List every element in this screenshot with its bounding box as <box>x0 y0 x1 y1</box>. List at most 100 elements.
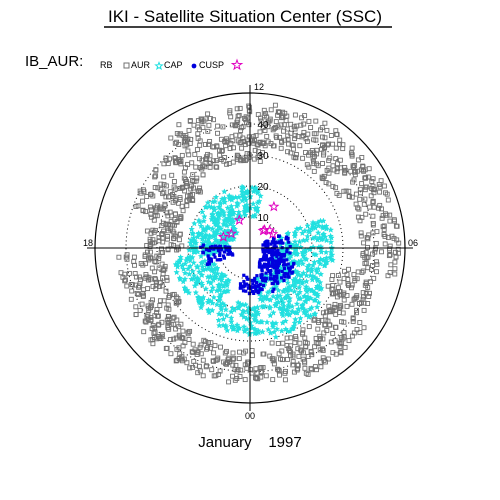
cusp-point <box>207 257 211 261</box>
cusp-point <box>217 258 221 262</box>
aur-point <box>373 246 378 252</box>
cap-point <box>185 270 193 277</box>
cusp-point <box>259 276 263 280</box>
aur-point <box>168 351 174 357</box>
aur-point <box>154 213 160 219</box>
aur-point <box>200 357 206 363</box>
cap-point <box>311 220 319 227</box>
aur-point <box>246 122 252 128</box>
aur-point <box>192 151 198 157</box>
aur-point <box>215 123 221 129</box>
aur-point <box>322 120 328 126</box>
aur-point <box>386 253 392 259</box>
cusp-point <box>282 266 286 271</box>
aur-point <box>190 364 196 370</box>
cap-point <box>303 256 310 263</box>
aur-point <box>271 361 277 367</box>
cap-point <box>190 234 197 241</box>
aur-point <box>363 280 369 286</box>
cap-point <box>244 187 251 195</box>
cap-point <box>199 263 206 270</box>
cap-point <box>201 213 208 220</box>
aur-point <box>359 181 365 187</box>
cap-point <box>193 278 201 285</box>
aur-point <box>161 189 167 195</box>
aur-point <box>350 318 356 324</box>
aur-point <box>148 192 153 197</box>
aur-point <box>220 124 226 130</box>
aur-point <box>317 336 323 342</box>
cap-point <box>309 287 316 294</box>
aur-point <box>254 370 260 376</box>
cap-point <box>303 236 311 243</box>
aur-point <box>217 368 223 374</box>
cap-point <box>181 260 189 267</box>
aur-point <box>185 148 191 154</box>
cap-point <box>189 267 197 275</box>
aur-point <box>163 222 169 228</box>
aur-point <box>255 142 261 148</box>
cap-point <box>210 269 218 276</box>
aur-point <box>387 246 393 252</box>
aur-point <box>182 139 188 145</box>
cap-point <box>257 295 264 303</box>
aur-point <box>133 312 139 318</box>
aur-point <box>246 103 252 109</box>
cap-point <box>180 265 187 273</box>
cap-point <box>177 253 184 261</box>
aur-point <box>189 160 195 166</box>
cusp-point <box>265 239 269 243</box>
cap-point <box>279 299 286 306</box>
cap-point <box>263 318 271 326</box>
aur-point <box>173 335 179 341</box>
aur-point <box>199 157 205 163</box>
aur-point <box>149 265 155 271</box>
cap-point <box>327 226 335 233</box>
aur-point <box>190 191 195 197</box>
aur-point <box>341 330 347 335</box>
cap-point <box>270 309 277 316</box>
cap-point <box>200 217 208 224</box>
aur-point <box>350 179 356 185</box>
cusp-point <box>228 250 232 254</box>
legend-aur-square-icon <box>123 62 130 69</box>
aur-point <box>380 213 386 219</box>
cusp-point <box>270 254 274 258</box>
aur-point <box>352 169 358 175</box>
mlt-label-bottom: 00 <box>245 411 255 421</box>
cap-point <box>229 210 237 218</box>
aur-point <box>188 136 194 142</box>
cap-point <box>264 289 272 296</box>
series-aur <box>116 102 402 385</box>
aur-point <box>263 373 269 379</box>
aur-point <box>166 194 172 200</box>
aur-point <box>360 268 366 274</box>
aur-point <box>180 184 185 190</box>
cusp-point <box>265 267 269 271</box>
cap-point <box>198 208 206 215</box>
cap-point <box>306 246 313 253</box>
aur-point <box>168 219 174 225</box>
aur-point <box>322 322 328 328</box>
cusp-point <box>267 269 271 273</box>
aur-point <box>140 187 146 193</box>
aur-point <box>156 265 162 271</box>
aur-point <box>194 349 200 355</box>
aur-point <box>161 161 167 167</box>
aur-point <box>320 161 325 166</box>
cap-point <box>312 290 320 297</box>
cusp-point <box>212 253 216 257</box>
aur-point <box>273 133 279 139</box>
cap-point <box>303 288 311 295</box>
aur-point <box>289 142 295 148</box>
aur-point <box>194 147 200 153</box>
aur-point <box>194 352 200 357</box>
aur-point <box>341 334 347 340</box>
cap-point <box>251 212 259 219</box>
aur-point <box>159 231 165 236</box>
aur-point <box>285 149 291 155</box>
cap-point <box>288 302 296 310</box>
cap-point <box>216 286 224 293</box>
aur-point <box>129 288 135 294</box>
cap-point <box>224 276 232 284</box>
